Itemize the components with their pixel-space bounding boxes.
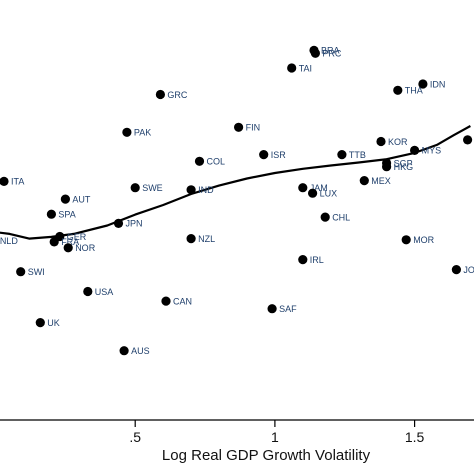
data-point <box>267 304 277 314</box>
data-point <box>161 296 171 306</box>
data-point <box>259 150 269 160</box>
point-label: PRC <box>322 49 342 59</box>
point-label: ITA <box>11 177 24 187</box>
point-label: SGP <box>394 158 413 168</box>
point-label: FIN <box>246 123 261 133</box>
x-axis-title: Log Real GDP Growth Volatility <box>162 447 371 464</box>
point-label: JPN <box>126 219 143 229</box>
data-point <box>186 234 196 244</box>
point-label: UK <box>47 318 60 328</box>
data-point <box>382 162 392 172</box>
data-point <box>308 188 318 198</box>
data-point <box>194 156 205 166</box>
point-label: COL <box>207 157 226 167</box>
point-label: NOR <box>75 243 96 253</box>
data-point <box>298 183 308 193</box>
x-tick-label: 1.5 <box>405 429 425 445</box>
data-point <box>234 122 244 132</box>
data-point <box>46 209 57 219</box>
point-label: IND <box>198 185 214 195</box>
data-point <box>83 286 93 297</box>
data-point <box>186 185 196 195</box>
x-axis: .5 1 1.5 <box>0 419 474 445</box>
point-label: BRA <box>321 46 340 56</box>
point-label: CAN <box>173 296 192 306</box>
data-point <box>287 63 297 73</box>
point-label: AUT <box>72 194 91 204</box>
point-label: AUS <box>131 346 150 356</box>
data-point <box>113 218 124 228</box>
point-label: THA <box>405 86 423 96</box>
data-point <box>393 85 403 95</box>
point-label: SWI <box>28 267 45 277</box>
fit-line <box>0 125 471 240</box>
data-point <box>401 235 411 245</box>
fit-line-layer <box>0 125 471 240</box>
x-tick-label: 1 <box>271 429 279 445</box>
data-point <box>122 127 132 137</box>
point-label: MYS <box>422 146 442 156</box>
point-label: USA <box>95 287 114 297</box>
point-label: TAI <box>299 63 312 73</box>
data-point <box>16 267 26 277</box>
data-point <box>49 237 59 247</box>
data-point <box>451 265 461 275</box>
data-point <box>60 194 70 204</box>
data-point <box>63 243 73 253</box>
point-label: SWE <box>142 183 163 193</box>
point-label: JAM <box>310 183 328 193</box>
point-label: GRC <box>167 90 188 100</box>
data-point <box>155 89 165 100</box>
data-point <box>35 318 45 328</box>
point-label: ISR <box>271 150 287 160</box>
data-point <box>463 135 473 145</box>
data-point <box>0 176 9 186</box>
data-point <box>130 183 140 193</box>
point-label: KOR <box>388 137 408 147</box>
point-label: MOR <box>413 235 434 245</box>
data-point <box>119 346 129 356</box>
point-label: HKG <box>394 162 414 172</box>
data-point <box>310 48 320 58</box>
point-label: SAF <box>279 304 297 314</box>
point-label: NZL <box>198 234 215 244</box>
point-label: MEX <box>371 176 391 186</box>
data-point <box>320 212 330 222</box>
point-label: IRL <box>310 255 324 265</box>
points-layer: BRAPRCTAIIDNTHAGRCFINPAKVENKORMYSTTBISRC… <box>0 46 474 356</box>
point-label: CHL <box>332 212 350 222</box>
point-label: SPA <box>58 210 75 220</box>
point-label: NLD <box>0 236 18 246</box>
data-point <box>298 255 308 265</box>
data-point <box>337 150 347 160</box>
point-label: IDN <box>430 79 446 89</box>
data-point <box>410 145 420 155</box>
point-label: TTB <box>349 150 366 160</box>
data-point <box>359 176 369 186</box>
x-tick-label: .5 <box>129 429 141 445</box>
point-label: PAK <box>134 128 151 138</box>
point-label: GER <box>67 232 87 242</box>
point-label: JOR <box>463 265 474 275</box>
data-point <box>376 136 386 147</box>
point-label: FRA <box>61 237 79 247</box>
data-point <box>418 79 428 89</box>
point-label: LUX <box>320 189 338 199</box>
